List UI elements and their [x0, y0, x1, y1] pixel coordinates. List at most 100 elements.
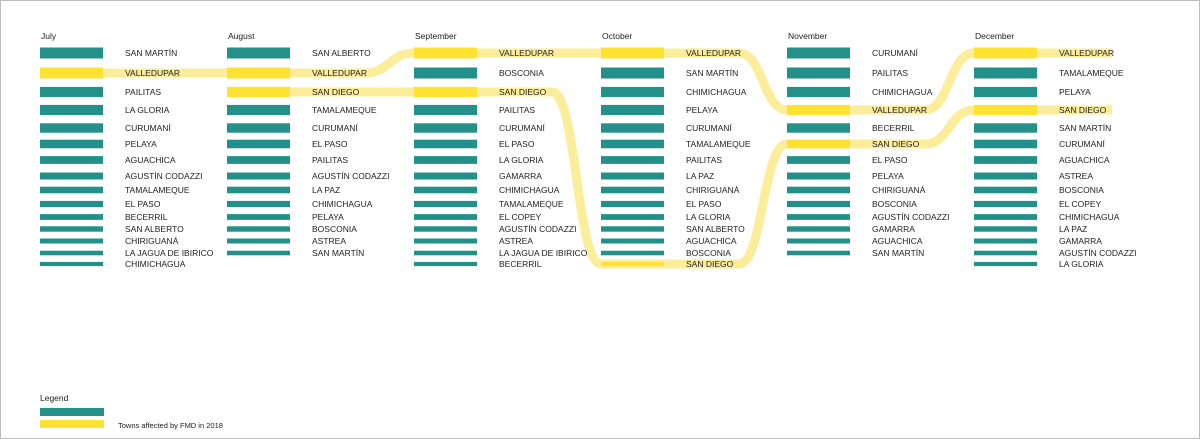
bar-july-agustin-codazzi [40, 172, 103, 180]
bar-october-chiriguana [601, 186, 664, 194]
town-label-october-la-paz: LA PAZ [686, 171, 714, 181]
town-label-december-chimichagua: CHIMICHAGUA [1059, 212, 1120, 222]
town-label-july-san-alberto: SAN ALBERTO [125, 224, 184, 234]
bar-august-pailitas [227, 156, 290, 164]
legend-swatch-fmd-towns [40, 420, 104, 428]
town-label-october-san-alberto: SAN ALBERTO [686, 224, 745, 234]
bar-october-valledupar [601, 47, 664, 59]
town-label-november-pelaya: PELAYA [872, 171, 904, 181]
town-label-october-aguachica: AGUACHICA [686, 236, 737, 246]
town-label-october-pelaya: PELAYA [686, 105, 718, 115]
town-label-october-valledupar: VALLEDUPAR [686, 48, 741, 58]
bar-august-san-diego [227, 86, 290, 98]
bar-december-la-paz [974, 226, 1037, 232]
town-label-july-becerril: BECERRIL [125, 212, 168, 222]
town-label-august-astrea: ASTREA [312, 236, 346, 246]
bar-december-chimichagua [974, 214, 1037, 220]
flow-link-valledupar [364, 48, 415, 78]
town-label-august-curumani: CURUMANÍ [312, 123, 358, 133]
bar-december-pelaya [974, 86, 1037, 98]
bar-december-tamalameque [974, 67, 1037, 79]
bar-july-pailitas [40, 86, 103, 98]
town-label-july-el-paso: EL PASO [125, 199, 161, 209]
bar-september-el-paso [414, 139, 477, 149]
town-label-august-el-paso: EL PASO [312, 139, 348, 149]
town-label-july-la-gloria: LA GLORIA [125, 105, 170, 115]
flow-link-valledupar [738, 48, 788, 115]
town-label-july-chimichagua: CHIMICHAGUA [125, 259, 186, 269]
town-label-october-chiriguana: CHIRIGUANÁ [686, 185, 740, 195]
town-label-december-san-diego: SAN DIEGO [1059, 105, 1107, 115]
town-label-september-el-copey: EL COPEY [499, 212, 542, 222]
town-label-december-la-gloria: LA GLORIA [1059, 259, 1104, 269]
town-label-september-chimichagua: CHIMICHAGUA [499, 185, 560, 195]
town-label-october-san-diego: SAN DIEGO [686, 259, 734, 269]
town-label-december-el-copey: EL COPEY [1059, 199, 1102, 209]
town-label-september-becerril: BECERRIL [499, 259, 542, 269]
bar-september-valledupar [414, 47, 477, 59]
bar-october-curumani [601, 123, 664, 133]
bar-august-agustin-codazzi [227, 172, 290, 180]
legend-title: Legend [40, 393, 69, 403]
town-label-november-chimichagua: CHIMICHAGUA [872, 87, 933, 97]
town-label-july-san-martin: SAN MARTÍN [125, 48, 177, 58]
town-label-august-agustin-codazzi: AGUSTÍN CODAZZI [312, 171, 389, 181]
bar-november-el-paso [787, 156, 850, 164]
bar-december-gamarra [974, 238, 1037, 244]
town-label-november-chiriguana: CHIRIGUANÁ [872, 185, 926, 195]
bar-august-san-alberto [227, 47, 290, 59]
bar-september-la-gloria [414, 156, 477, 164]
town-label-august-tamalameque: TAMALAMEQUE [312, 105, 377, 115]
town-label-august-san-martin: SAN MARTÍN [312, 248, 364, 258]
legend-label: Towns affected by FMD in 2018 [118, 421, 223, 430]
bar-november-chimichagua [787, 86, 850, 98]
town-label-october-pailitas: PAILITAS [686, 155, 722, 165]
town-label-december-aguachica: AGUACHICA [1059, 155, 1110, 165]
bar-september-pailitas [414, 104, 477, 116]
town-label-september-valledupar: VALLEDUPAR [499, 48, 554, 58]
bar-july-chimichagua [40, 261, 103, 267]
town-label-december-gamarra: GAMARRA [1059, 236, 1102, 246]
bar-july-curumani [40, 123, 103, 133]
town-label-december-bosconia: BOSCONIA [1059, 185, 1104, 195]
town-label-october-curumani: CURUMANÍ [686, 123, 732, 133]
month-label-september: September [415, 31, 457, 41]
town-label-august-pailitas: PAILITAS [312, 155, 348, 165]
bar-september-astrea [414, 238, 477, 244]
town-label-november-curumani: CURUMANÍ [872, 48, 918, 58]
bar-columns [40, 47, 1037, 267]
bar-july-tamalameque [40, 186, 103, 194]
bar-november-gamarra [787, 226, 850, 232]
bar-august-astrea [227, 238, 290, 244]
bar-september-chimichagua [414, 186, 477, 194]
town-label-september-la-gloria: LA GLORIA [499, 155, 544, 165]
flow-link-valledupar [924, 48, 975, 115]
bar-july-el-paso [40, 200, 103, 208]
bar-november-san-diego [787, 139, 850, 149]
bar-september-gamarra [414, 172, 477, 180]
bar-august-valledupar [227, 67, 290, 79]
month-headers: July August September October November Decemb… [41, 31, 1014, 41]
flow-link-san-diego [737, 139, 789, 269]
bar-july-la-jagua-de-ibirico [40, 250, 103, 256]
town-label-july-pailitas: PAILITAS [125, 87, 161, 97]
town-label-july-chiriguana: CHIRIGUANÁ [125, 236, 179, 246]
bar-july-san-martin [40, 47, 103, 59]
bar-november-pelaya [787, 172, 850, 180]
town-label-november-san-martin: SAN MARTÍN [872, 248, 924, 258]
bar-october-la-paz [601, 172, 664, 180]
town-label-october-la-gloria: LA GLORIA [686, 212, 731, 222]
month-label-december: December [975, 31, 1014, 41]
town-label-december-pelaya: PELAYA [1059, 87, 1091, 97]
bar-september-san-diego [414, 86, 477, 98]
town-label-december-tamalameque: TAMALAMEQUE [1059, 68, 1124, 78]
bar-august-chimichagua [227, 200, 290, 208]
month-label-july: July [41, 31, 57, 41]
bar-november-pailitas [787, 67, 850, 79]
bar-july-chiriguana [40, 238, 103, 244]
bar-december-aguachica [974, 156, 1037, 164]
town-label-july-aguachica: AGUACHICA [125, 155, 176, 165]
bar-september-la-jagua-de-ibirico [414, 250, 477, 256]
